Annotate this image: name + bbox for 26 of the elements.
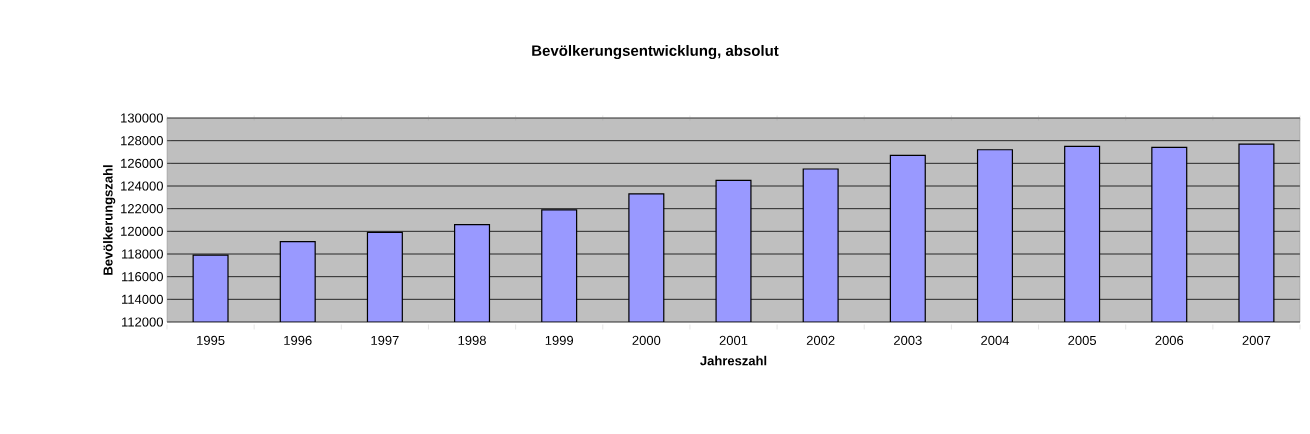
x-tick-label: 2001 (719, 335, 748, 345)
x-tick-label: 2007 (1242, 335, 1271, 345)
x-tick-label: 2003 (894, 335, 922, 345)
y-tick-label: 116000 (122, 272, 163, 282)
x-tick-label: 1995 (197, 335, 225, 345)
x-tick-label: 2004 (981, 335, 1010, 345)
x-tick-label: 2000 (632, 335, 661, 345)
chart-title: Bevölkerungsentwicklung, absolut (532, 44, 779, 60)
y-tick-label: 114000 (122, 294, 163, 304)
y-tick-label: 120000 (121, 226, 163, 236)
x-tick-label: 1999 (545, 335, 574, 345)
y-tick-label: 130000 (121, 113, 163, 123)
x-tick-label: 2002 (806, 335, 835, 345)
y-tick-label: 112000 (122, 317, 163, 327)
x-axis-title: Jahreszahl (700, 355, 767, 366)
y-tick-label: 122000 (121, 204, 163, 214)
x-tick-label: 2006 (1155, 335, 1184, 345)
x-tick-label: 1997 (371, 335, 399, 345)
x-tick-label: 2005 (1068, 335, 1097, 345)
x-tick-label: 1996 (284, 335, 312, 345)
y-tick-label: 124000 (121, 181, 163, 191)
x-tick-label: 1998 (458, 335, 486, 345)
y-axis-title: Bevölkerungszahl (103, 165, 116, 275)
y-tick-label: 128000 (121, 136, 163, 146)
y-tick-label: 126000 (121, 158, 163, 168)
y-tick-label: 118000 (122, 249, 163, 259)
